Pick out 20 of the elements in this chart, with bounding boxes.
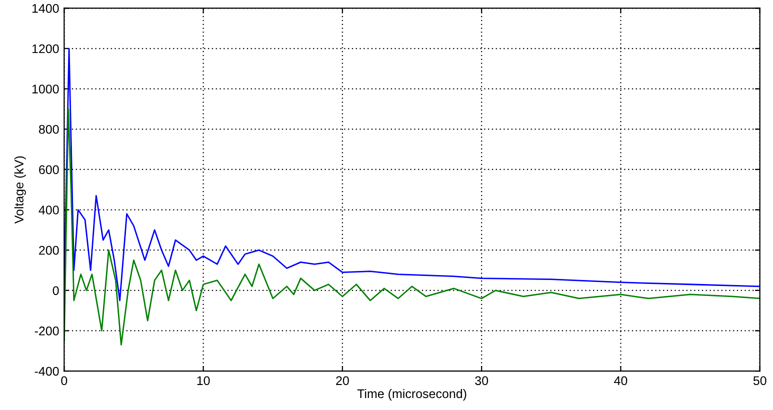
y-axis-title: Voltage (kV) bbox=[14, 156, 26, 224]
y-tick-label: 600 bbox=[39, 165, 59, 174]
y-tick-label: 1400 bbox=[32, 4, 59, 13]
x-tick-label: 20 bbox=[336, 376, 349, 386]
x-tick-label: 0 bbox=[61, 376, 68, 386]
x-axis-title: Time (microsecond) bbox=[357, 388, 466, 401]
y-tick-label: -200 bbox=[34, 326, 59, 336]
y-tick-label: 0 bbox=[52, 286, 59, 296]
y-tick-label: 200 bbox=[39, 246, 59, 255]
line-series bbox=[64, 108, 760, 346]
line-series bbox=[64, 48, 760, 302]
x-tick-label: 30 bbox=[475, 376, 488, 386]
y-tick-label: 400 bbox=[38, 206, 59, 214]
y-tick-label: 800 bbox=[38, 124, 59, 134]
y-tick-label: 1000 bbox=[32, 84, 59, 94]
y-tick-label: 1200 bbox=[32, 44, 59, 54]
y-tick-label: -400 bbox=[34, 366, 59, 376]
x-tick-label: 40 bbox=[614, 376, 628, 386]
x-tick-label: 50 bbox=[753, 376, 766, 386]
x-tick-label: 10 bbox=[197, 376, 210, 386]
